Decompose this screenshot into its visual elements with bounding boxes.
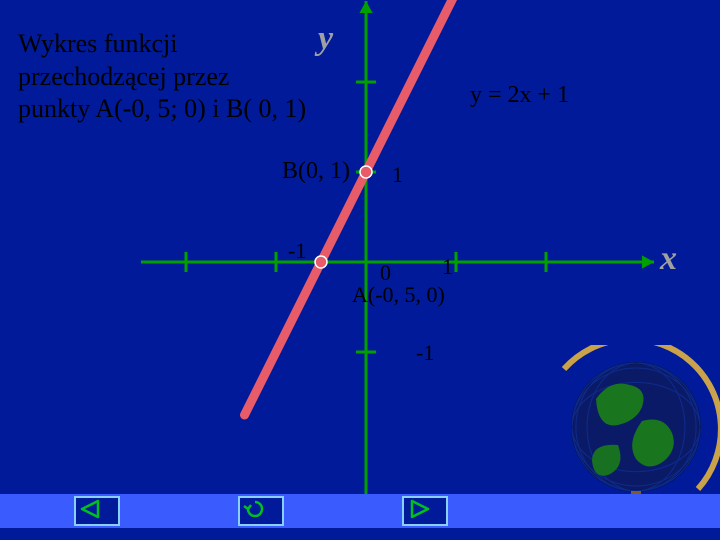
chart-annotation: -1	[288, 238, 306, 264]
prev-button[interactable]	[74, 496, 120, 526]
next-button[interactable]	[402, 496, 448, 526]
chart-annotation: 1	[392, 162, 403, 188]
chart-annotation: -1	[416, 340, 434, 366]
chart-annotation: y = 2x + 1	[470, 82, 569, 109]
chart-annotation: B(0, 1)	[282, 158, 350, 185]
next-icon	[404, 498, 434, 520]
nav-strip	[0, 494, 720, 528]
replay-button[interactable]	[238, 496, 284, 526]
chart-annotation: 1	[442, 254, 453, 280]
chart-annotation: A(-0, 5, 0)	[352, 282, 445, 308]
replay-icon	[240, 498, 270, 520]
prev-icon	[76, 498, 106, 520]
x-axis-label: x	[660, 240, 677, 278]
y-axis-label: y	[318, 20, 333, 58]
